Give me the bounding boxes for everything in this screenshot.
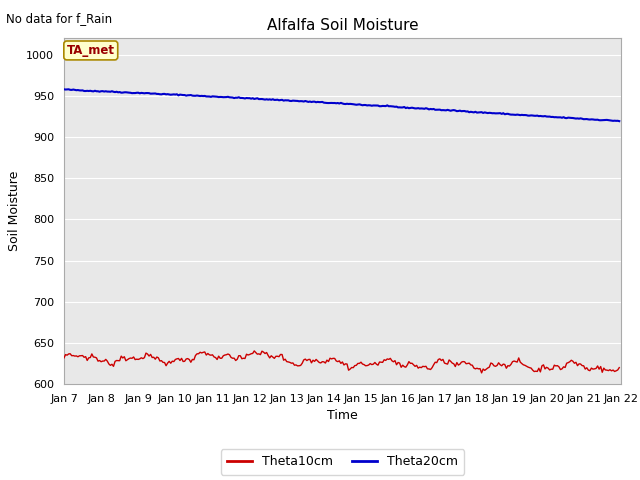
X-axis label: Time: Time (327, 409, 358, 422)
Title: Alfalfa Soil Moisture: Alfalfa Soil Moisture (267, 18, 418, 33)
Text: TA_met: TA_met (67, 44, 115, 57)
Y-axis label: Soil Moisture: Soil Moisture (8, 171, 20, 252)
Text: No data for f_Rain: No data for f_Rain (6, 12, 113, 25)
Legend: Theta10cm, Theta20cm: Theta10cm, Theta20cm (221, 449, 464, 475)
